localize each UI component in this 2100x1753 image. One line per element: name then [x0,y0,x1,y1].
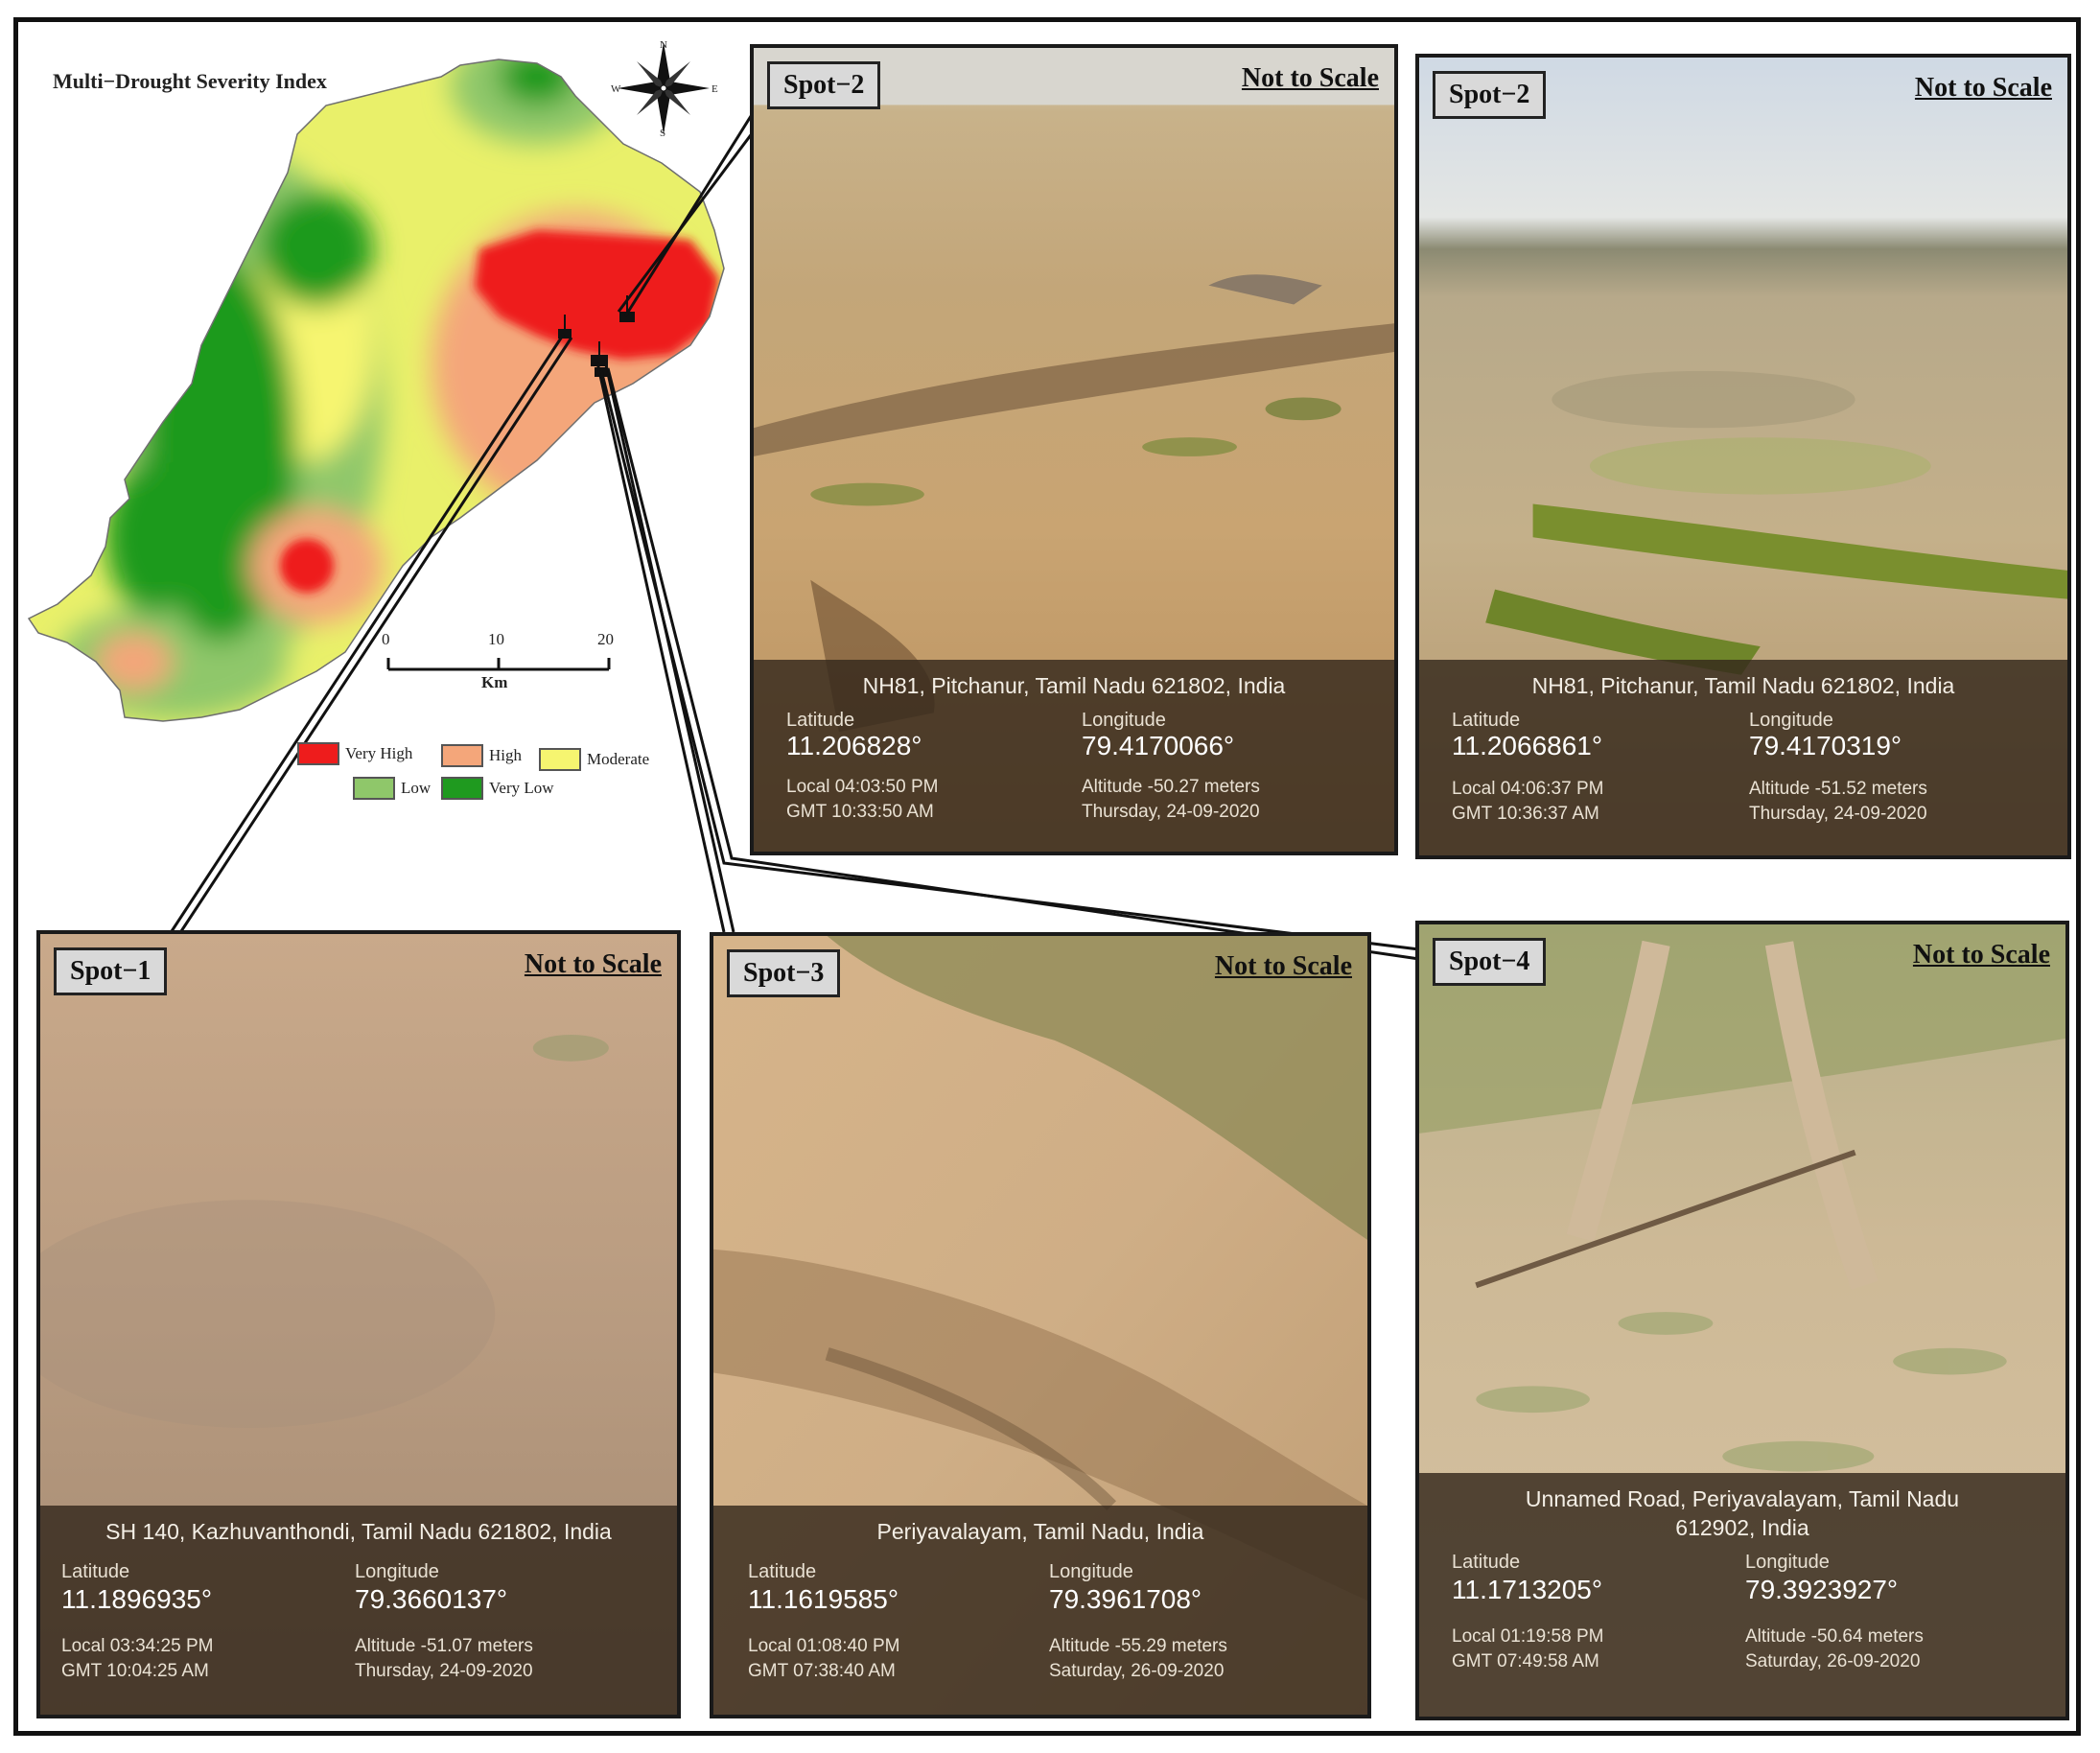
not-to-scale: Not to Scale [1912,940,2050,970]
geotag-overlay: Unnamed Road, Periyavalayam, Tamil Nadu … [1419,1473,2065,1717]
date: Saturday, 26-09-2020 [1049,1661,1225,1681]
photo-spot-2-a: Spot−2 Not to Scale NH81, Pitchanur, Tam… [750,44,1398,855]
figure-frame [13,17,2081,1736]
compass-e: E [712,83,718,95]
not-to-scale: Not to Scale [1914,73,2052,103]
latitude-label: Latitude [786,710,855,731]
geotag-address: Unnamed Road, Periyavalayam, Tamil Nadu … [1525,1486,1960,1540]
connector-lines [152,105,1420,963]
longitude-value: 79.3923927° [1745,1575,1899,1604]
legend-swatch [539,748,581,771]
scale-tick-20: 20 [597,630,614,648]
longitude-label: Longitude [1082,710,1166,731]
latitude-value: 11.206828° [786,731,922,760]
spot-label: Spot−3 [727,949,841,997]
geotag-address: NH81, Pitchanur, Tamil Nadu 621802, Indi… [862,673,1286,698]
legend-low: Low [353,777,431,800]
scale-bar [386,658,611,671]
map-title: Multi−Drought Severity Index [53,69,327,93]
local-time: Local 04:03:50 PM [786,777,939,797]
longitude-value: 79.4170066° [1082,731,1235,760]
legend-moderate: Moderate [539,748,649,771]
gmt-time: GMT 07:38:40 AM [748,1661,896,1681]
date: Thursday, 24-09-2020 [355,1661,533,1681]
scale-tick-0: 0 [382,630,390,648]
altitude: Altitude -51.07 meters [355,1636,533,1656]
latitude-value: 11.1619585° [748,1584,899,1614]
local-time: Local 04:06:37 PM [1452,779,1604,799]
latitude-value: 11.1896935° [61,1584,213,1614]
longitude-label: Longitude [1049,1561,1133,1582]
longitude-label: Longitude [355,1561,439,1582]
geotag-overlay: Periyavalayam, Tamil Nadu, India Latitud… [713,1506,1367,1715]
geotag-address: Periyavalayam, Tamil Nadu, India [876,1519,1204,1544]
gmt-time: GMT 10:33:50 AM [786,802,934,822]
legend-swatch [297,742,339,765]
gmt-time: GMT 10:36:37 AM [1452,804,1599,824]
longitude-value: 79.3660137° [355,1584,508,1614]
latitude-label: Latitude [748,1561,817,1582]
longitude-value: 79.4170319° [1749,731,1902,760]
latitude-value: 11.2066861° [1452,731,1603,760]
geotag-address: SH 140, Kazhuvanthondi, Tamil Nadu 62180… [105,1519,612,1544]
spot-label: Spot−2 [1433,71,1547,119]
geotag-overlay: NH81, Pitchanur, Tamil Nadu 621802, Indi… [1419,660,2067,855]
spot-label: Spot−4 [1433,938,1547,986]
local-time: Local 01:19:58 PM [1452,1626,1604,1647]
legend-very-high: Very High [297,742,412,765]
geotag-overlay: NH81, Pitchanur, Tamil Nadu 621802, Indi… [754,660,1394,852]
altitude: Altitude -50.27 meters [1082,777,1260,797]
latitude-value: 11.1713205° [1452,1575,1603,1604]
legend-swatch [441,777,483,800]
geotag-overlay: SH 140, Kazhuvanthondi, Tamil Nadu 62180… [40,1506,677,1715]
compass-rose-icon [618,42,710,134]
longitude-label: Longitude [1745,1552,1830,1573]
legend-high: High [441,744,522,767]
scale-unit: Km [481,673,508,691]
legend-swatch [353,777,395,800]
not-to-scale: Not to Scale [524,949,662,979]
photo-spot-4: Spot−4 Not to Scale Unnamed Road, Periya… [1415,921,2069,1720]
not-to-scale: Not to Scale [1241,63,1379,93]
date: Thursday, 24-09-2020 [1082,802,1260,822]
scale-tick-10: 10 [488,630,504,648]
altitude: Altitude -50.64 meters [1745,1626,1924,1647]
legend-swatch [441,744,483,767]
date: Thursday, 24-09-2020 [1749,804,1927,824]
latitude-label: Latitude [1452,1552,1521,1573]
gmt-time: GMT 10:04:25 AM [61,1661,209,1681]
compass-n: N [660,39,667,51]
local-time: Local 03:34:25 PM [61,1636,214,1656]
photo-spot-1: Spot−1 Not to Scale SH 140, Kazhuvanthon… [36,930,681,1718]
date: Saturday, 26-09-2020 [1745,1651,1921,1671]
spot-label: Spot−1 [54,947,168,995]
latitude-label: Latitude [1452,710,1521,731]
altitude: Altitude -55.29 meters [1049,1636,1227,1656]
longitude-label: Longitude [1749,710,1833,731]
latitude-label: Latitude [61,1561,130,1582]
local-time: Local 01:08:40 PM [748,1636,900,1656]
gmt-time: GMT 07:49:58 AM [1452,1651,1599,1671]
altitude: Altitude -51.52 meters [1749,779,1927,799]
spot-label: Spot−2 [767,61,881,109]
photo-spot-2-b: Spot−2 Not to Scale NH81, Pitchanur, Tam… [1415,54,2071,859]
longitude-value: 79.3961708° [1049,1584,1202,1614]
legend-very-low: Very Low [441,777,554,800]
compass-s: S [660,128,665,139]
not-to-scale: Not to Scale [1214,951,1352,981]
photo-spot-3: Spot−3 Not to Scale Periyavalayam, Tamil… [710,932,1371,1718]
geotag-address: NH81, Pitchanur, Tamil Nadu 621802, Indi… [1531,673,1955,698]
compass-w: W [611,83,621,95]
